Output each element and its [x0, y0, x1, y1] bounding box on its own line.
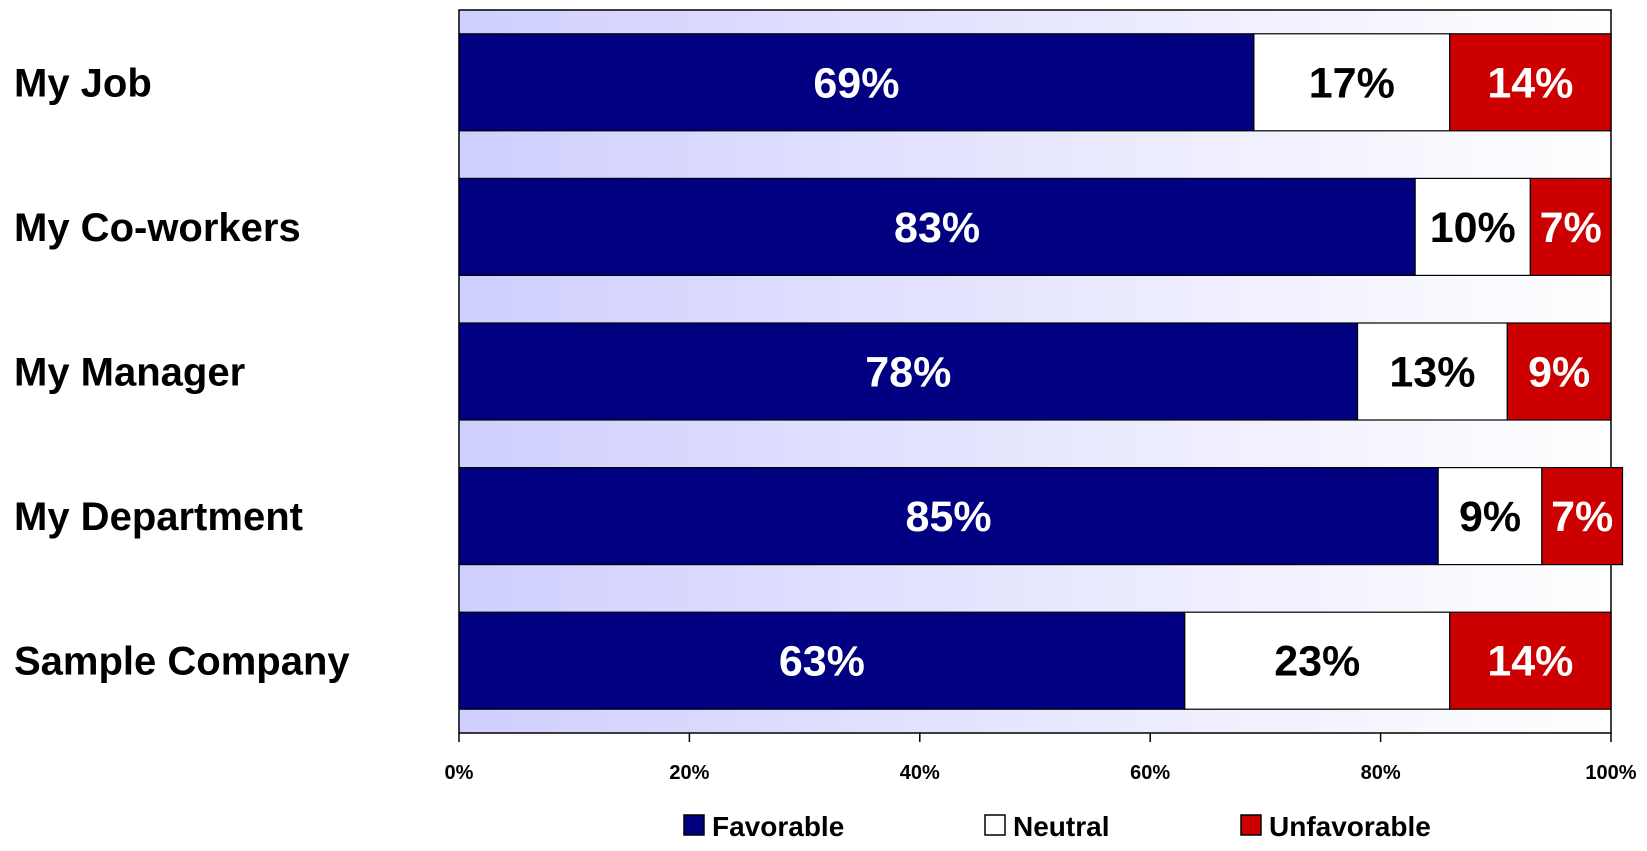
bar-neutral-my-department	[1437, 467, 1543, 566]
bar-unfavorable-my-department	[1541, 467, 1624, 566]
bar-favorable-my-co-workers	[458, 177, 1416, 276]
x-tick-label: 20%	[669, 762, 709, 784]
data-label-neutral-sample-company: 23%	[1274, 638, 1360, 686]
data-label-favorable-my-department: 85%	[906, 493, 992, 541]
category-label-my-manager: My Manager	[14, 351, 245, 395]
data-label-unfavorable-my-department: 7%	[1551, 493, 1613, 541]
data-label-favorable-my-manager: 78%	[865, 349, 951, 397]
data-label-unfavorable-sample-company: 14%	[1487, 638, 1573, 686]
x-tick-label: 40%	[900, 762, 940, 784]
bar-neutral-my-manager	[1356, 322, 1508, 421]
x-tick-label: 80%	[1361, 762, 1401, 784]
legend-swatch-neutral	[984, 814, 1006, 836]
data-label-unfavorable-my-co-workers: 7%	[1540, 204, 1602, 252]
legend-swatch-unfavorable	[1240, 814, 1262, 836]
category-label-my-co-workers: My Co-workers	[14, 206, 301, 250]
bar-favorable-sample-company	[458, 611, 1186, 710]
bar-unfavorable-my-job	[1449, 33, 1612, 132]
legend-label-favorable: Favorable	[712, 811, 844, 842]
legend-label-neutral: Neutral	[1013, 811, 1109, 842]
x-tick-label: 0%	[445, 762, 474, 784]
data-label-neutral-my-manager: 13%	[1389, 349, 1475, 397]
category-label-sample-company: Sample Company	[14, 640, 350, 684]
bar-unfavorable-my-manager	[1506, 322, 1612, 421]
data-label-favorable-my-co-workers: 83%	[894, 204, 980, 252]
data-label-neutral-my-job: 17%	[1309, 59, 1395, 107]
bar-favorable-my-job	[458, 33, 1255, 132]
category-label-my-department: My Department	[14, 495, 303, 539]
legend-label-unfavorable: Unfavorable	[1269, 811, 1431, 842]
bar-neutral-my-co-workers	[1414, 177, 1531, 276]
data-label-favorable-my-job: 69%	[813, 59, 899, 107]
x-tick-label: 60%	[1130, 762, 1170, 784]
x-tick-label: 100%	[1585, 762, 1636, 784]
bar-unfavorable-my-co-workers	[1529, 177, 1612, 276]
bar-neutral-my-job	[1253, 33, 1451, 132]
legend-swatch-favorable	[683, 814, 705, 836]
data-label-neutral-my-co-workers: 10%	[1430, 204, 1516, 252]
data-label-favorable-sample-company: 63%	[779, 638, 865, 686]
data-label-unfavorable-my-manager: 9%	[1528, 349, 1590, 397]
bar-unfavorable-sample-company	[1449, 611, 1612, 710]
bar-neutral-sample-company	[1184, 611, 1451, 710]
category-label-my-job: My Job	[14, 61, 152, 105]
bar-favorable-my-manager	[458, 322, 1359, 421]
data-label-neutral-my-department: 9%	[1459, 493, 1521, 541]
data-label-unfavorable-my-job: 14%	[1487, 59, 1573, 107]
